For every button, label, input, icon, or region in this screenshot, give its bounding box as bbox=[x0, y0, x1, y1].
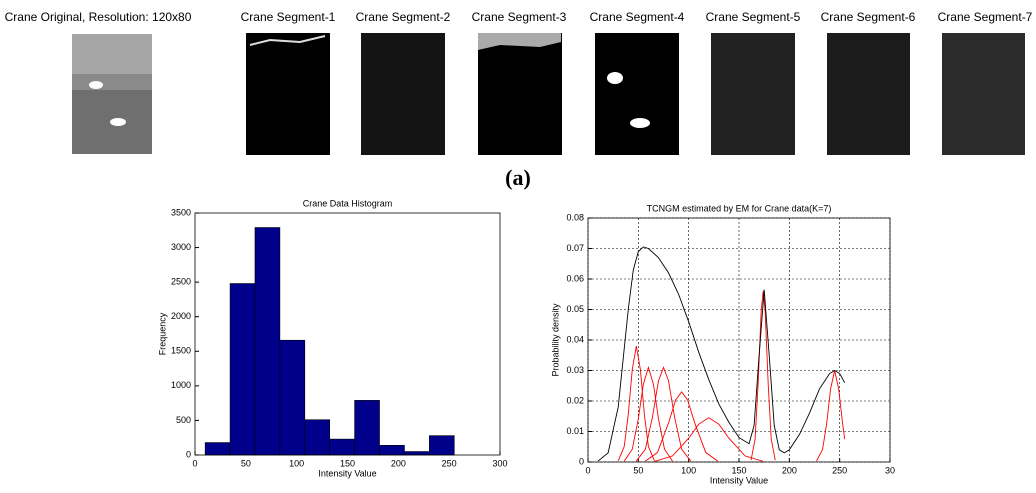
x-tick-label: 30 bbox=[885, 465, 895, 475]
bar bbox=[354, 400, 380, 456]
y-axis-label: Frequency bbox=[157, 312, 167, 355]
x-tick-label: 200 bbox=[391, 458, 406, 468]
y-tick-label: 0.05 bbox=[566, 304, 584, 314]
x-tick-label: 150 bbox=[731, 465, 746, 475]
image-title: Crane Segment-2 bbox=[356, 10, 451, 24]
panel-label: (a) bbox=[505, 165, 531, 190]
y-tick-label: 3000 bbox=[171, 242, 191, 252]
bar bbox=[279, 339, 306, 456]
image-original bbox=[72, 34, 152, 154]
bar bbox=[429, 435, 455, 456]
x-tick-label: 100 bbox=[681, 465, 696, 475]
bar bbox=[329, 438, 355, 456]
y-tick-label: 0 bbox=[186, 449, 191, 459]
bar bbox=[379, 445, 405, 456]
bar bbox=[304, 419, 331, 456]
bar bbox=[254, 227, 281, 456]
y-tick-label: 0 bbox=[579, 456, 584, 466]
image-segment-4 bbox=[595, 33, 679, 155]
x-tick-label: 150 bbox=[340, 458, 355, 468]
y-tick-label: 1000 bbox=[171, 380, 191, 390]
image-segment-6 bbox=[827, 33, 910, 155]
x-tick-label: 100 bbox=[289, 458, 304, 468]
image-title: Crane Segment-1 bbox=[241, 10, 336, 24]
line bbox=[635, 366, 692, 462]
x-tick-label: 250 bbox=[832, 465, 847, 475]
x-tick-label: 50 bbox=[633, 465, 643, 475]
y-tick-label: 3500 bbox=[171, 207, 191, 217]
x-tick-label: 50 bbox=[241, 458, 251, 468]
y-tick-label: 0.07 bbox=[566, 243, 584, 253]
image-title: Crane Segment-4 bbox=[590, 10, 685, 24]
y-tick-label: 0.04 bbox=[566, 334, 584, 344]
line bbox=[750, 291, 776, 461]
y-axis-label: Probability density bbox=[550, 303, 560, 377]
line bbox=[645, 391, 719, 462]
image-segment-5 bbox=[711, 33, 795, 155]
y-tick-label: 0.08 bbox=[566, 212, 584, 222]
y-tick-label: 2000 bbox=[171, 311, 191, 321]
y-tick-label: 0.02 bbox=[566, 395, 584, 405]
line bbox=[816, 370, 846, 462]
bar bbox=[229, 283, 256, 456]
axes-box bbox=[194, 212, 501, 456]
x-tick-label: 0 bbox=[192, 458, 197, 468]
x-tick-label: 250 bbox=[442, 458, 457, 468]
image-title: Crane Segment-7 bbox=[938, 10, 1033, 24]
y-tick-label: 0.01 bbox=[566, 426, 584, 436]
image-title: Crane Segment-5 bbox=[706, 10, 801, 24]
image-segment-1 bbox=[246, 33, 330, 155]
image-segment-7 bbox=[942, 33, 1025, 155]
image-title: Crane Segment-3 bbox=[472, 10, 567, 24]
axes-box bbox=[587, 217, 891, 463]
x-tick-label: 0 bbox=[585, 465, 590, 475]
line bbox=[617, 346, 655, 461]
x-tick-label: 300 bbox=[492, 458, 507, 468]
y-tick-label: 1500 bbox=[171, 346, 191, 356]
y-tick-label: 0.03 bbox=[566, 365, 584, 375]
bar bbox=[404, 451, 430, 456]
x-tick-label: 200 bbox=[782, 465, 797, 475]
y-tick-label: 0.06 bbox=[566, 273, 584, 283]
image-title: Crane Segment-6 bbox=[821, 10, 916, 24]
line bbox=[654, 417, 764, 462]
x-axis-label: Intensity Value bbox=[318, 468, 376, 478]
bar bbox=[204, 442, 231, 456]
image-segment-3 bbox=[478, 33, 562, 155]
x-axis-label: Intensity Value bbox=[710, 475, 768, 485]
y-tick-label: 2500 bbox=[171, 277, 191, 287]
line bbox=[597, 246, 846, 462]
chart-title: Crane Data Histogram bbox=[303, 198, 393, 208]
chart-title: TCNGM estimated by EM for Crane data(K=7… bbox=[647, 203, 832, 213]
image-title: Crane Original, Resolution: 120x80 bbox=[5, 10, 192, 24]
y-tick-label: 500 bbox=[176, 415, 191, 425]
image-segment-2 bbox=[361, 33, 445, 155]
